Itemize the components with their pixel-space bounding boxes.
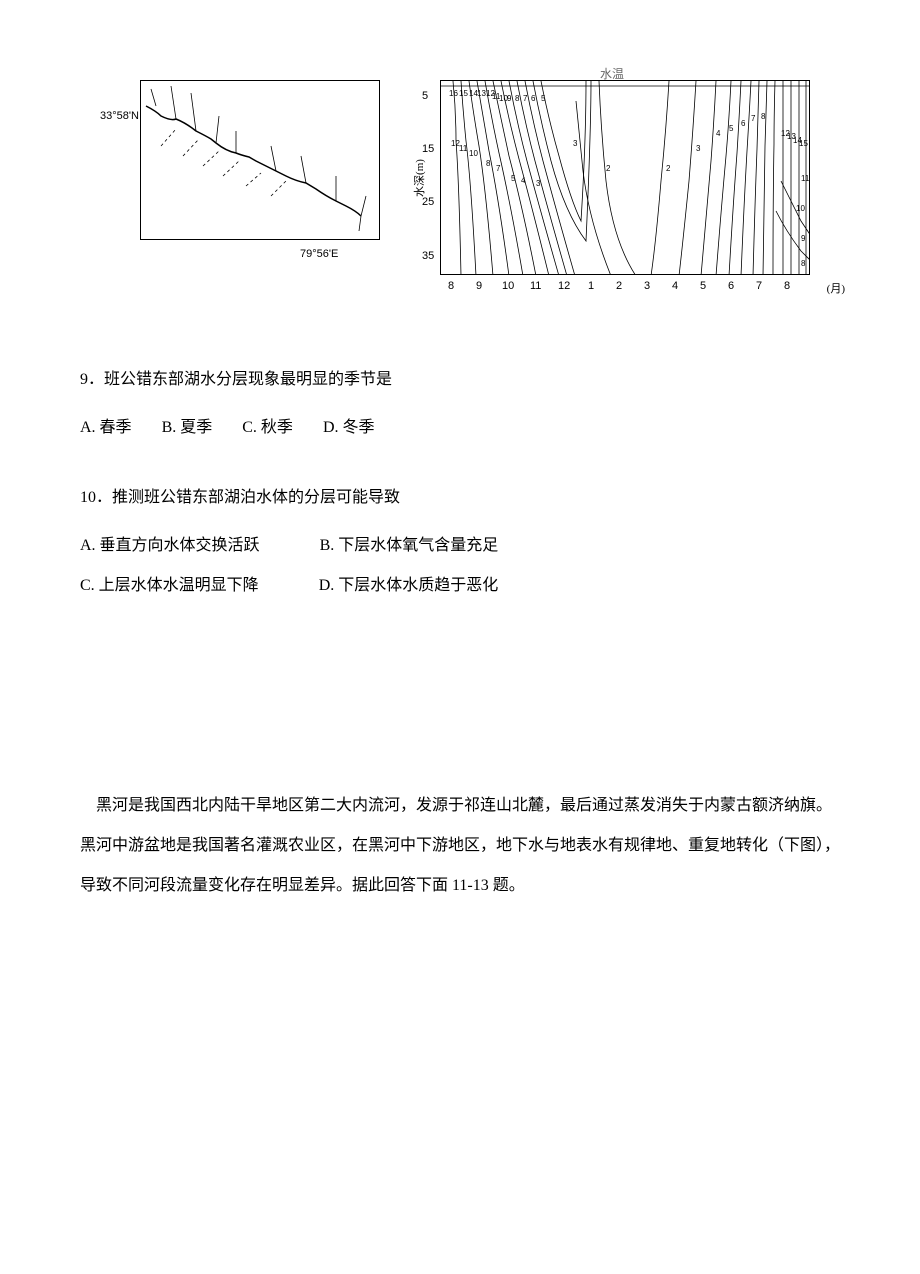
question-9: 9．班公错东部湖水分层现象最明显的季节是 A. 春季 B. 夏季 C. 秋季 D…: [80, 360, 840, 448]
svg-text:15: 15: [799, 139, 808, 148]
contour-figure: 水温 水深(m) 5 15 25 35: [400, 80, 820, 310]
svg-text:11: 11: [459, 144, 468, 153]
svg-text:4: 4: [716, 129, 721, 138]
q9-option-b: B. 夏季: [162, 408, 213, 448]
x-tick: 8: [784, 280, 790, 292]
x-tick: 8: [448, 280, 454, 292]
x-tick: 6: [728, 280, 734, 292]
question-10-text: 10．推测班公错东部湖泊水体的分层可能导致: [80, 478, 840, 518]
svg-text:7: 7: [496, 164, 501, 173]
svg-text:6: 6: [531, 94, 536, 103]
map-figure: 33°58'N 79°56'E: [100, 80, 380, 280]
longitude-label: 79°56'E: [300, 248, 338, 260]
svg-text:3: 3: [696, 144, 701, 153]
svg-text:8: 8: [486, 159, 491, 168]
svg-text:8: 8: [515, 94, 520, 103]
svg-text:8: 8: [801, 259, 806, 268]
q9-option-c: C. 秋季: [242, 408, 293, 448]
x-tick: 4: [672, 280, 678, 292]
svg-text:5: 5: [729, 124, 734, 133]
x-tick: 3: [644, 280, 650, 292]
svg-text:4: 4: [521, 176, 526, 185]
svg-text:6: 6: [741, 119, 746, 128]
y-tick: 5: [422, 90, 428, 102]
latitude-label: 33°58'N: [100, 110, 139, 122]
isotherm-svg: 16 15 14 13 12 11 10 9 8 7 6 5 3 2 2 3 4…: [441, 81, 810, 275]
y-axis-label: 水深(m): [411, 159, 427, 197]
svg-text:7: 7: [751, 114, 756, 123]
y-tick: 25: [422, 196, 434, 208]
x-tick: 9: [476, 280, 482, 292]
svg-text:11: 11: [801, 174, 810, 183]
q10-option-b: B. 下层水体氧气含量充足: [320, 526, 499, 566]
y-tick: 35: [422, 250, 434, 262]
svg-text:2: 2: [666, 164, 671, 173]
x-tick: 5: [700, 280, 706, 292]
svg-text:10: 10: [796, 204, 805, 213]
x-axis-label: (月): [827, 280, 845, 296]
svg-text:3: 3: [573, 139, 578, 148]
svg-text:15: 15: [459, 89, 468, 98]
x-tick: 1: [588, 280, 594, 292]
svg-text:16: 16: [449, 89, 458, 98]
svg-text:2: 2: [606, 164, 611, 173]
x-tick: 2: [616, 280, 622, 292]
x-tick: 12: [558, 280, 570, 292]
svg-text:8: 8: [761, 112, 766, 121]
figures-container: 33°58'N 79°56'E 水温 水深(m) 5 15 25 35: [80, 80, 840, 310]
svg-text:5: 5: [511, 174, 516, 183]
q10-option-c: C. 上层水体水温明显下降: [80, 566, 259, 606]
x-tick: 11: [530, 280, 541, 292]
q10-option-d: D. 下层水体水质趋于恶化: [319, 566, 499, 606]
passage-text: 黑河是我国西北内陆干旱地区第二大内流河，发源于祁连山北麓，最后通过蒸发消失于内蒙…: [80, 786, 840, 906]
svg-text:9: 9: [801, 234, 806, 243]
y-tick: 15: [422, 143, 434, 155]
question-9-text: 9．班公错东部湖水分层现象最明显的季节是: [80, 360, 840, 400]
x-tick: 10: [502, 280, 514, 292]
svg-text:5: 5: [541, 94, 546, 103]
river-svg: [141, 81, 381, 241]
svg-text:7: 7: [523, 94, 528, 103]
contour-box: 16 15 14 13 12 11 10 9 8 7 6 5 3 2 2 3 4…: [440, 80, 810, 275]
svg-text:10: 10: [469, 149, 478, 158]
q9-option-a: A. 春季: [80, 408, 132, 448]
x-tick: 7: [756, 280, 762, 292]
map-box: [140, 80, 380, 240]
svg-text:9: 9: [507, 94, 512, 103]
svg-text:3: 3: [536, 179, 541, 188]
question-10: 10．推测班公错东部湖泊水体的分层可能导致 A. 垂直方向水体交换活跃 B. 下…: [80, 478, 840, 606]
question-9-options: A. 春季 B. 夏季 C. 秋季 D. 冬季: [80, 408, 840, 448]
q10-option-a: A. 垂直方向水体交换活跃: [80, 526, 260, 566]
question-10-options: A. 垂直方向水体交换活跃 B. 下层水体氧气含量充足 C. 上层水体水温明显下…: [80, 526, 840, 606]
q9-option-d: D. 冬季: [323, 408, 375, 448]
